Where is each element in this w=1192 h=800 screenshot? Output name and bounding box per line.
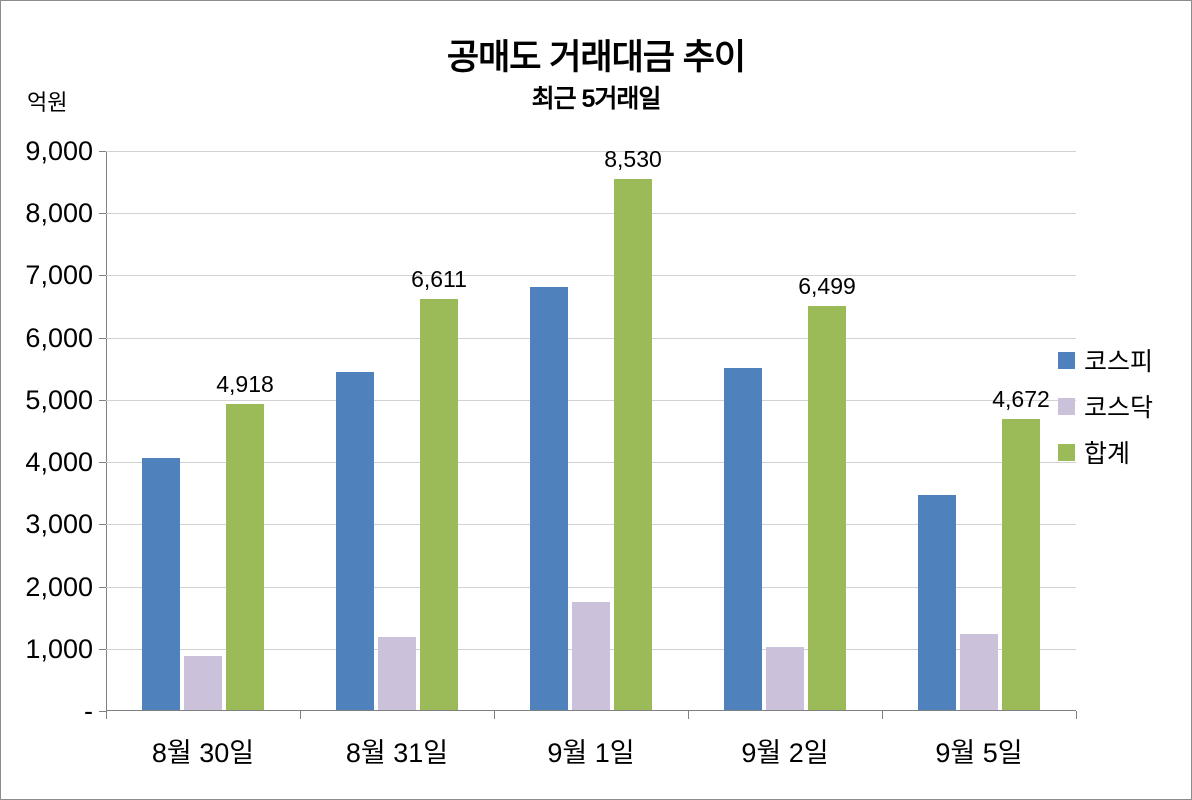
x-axis-tick	[1076, 711, 1077, 719]
bar-합계-9월 1일	[614, 179, 652, 710]
x-axis-line	[106, 710, 1076, 711]
data-label: 6,499	[798, 272, 856, 299]
y-axis-tick	[99, 151, 106, 152]
gridline	[106, 151, 1076, 152]
bar-코스닥-8월 30일	[184, 656, 222, 710]
y-tick-label: 5,000	[25, 384, 93, 415]
gridline	[106, 213, 1076, 215]
chart-title: 공매도 거래대금 추이	[446, 38, 746, 77]
gridline	[106, 399, 1076, 401]
plot-area: 4,918 6,611 8,530 6,499 4,672	[99, 146, 1077, 719]
x-axis-tick	[106, 711, 107, 719]
bar-합계-9월 5일	[1002, 419, 1040, 710]
legend-swatch	[1058, 351, 1075, 369]
y-tick-label: 2,000	[25, 571, 93, 602]
y-tick-label: 1,000	[25, 633, 93, 664]
y-axis-tick	[99, 524, 106, 526]
legend-item: 코스피	[1058, 337, 1153, 383]
x-category-label: 8월 30일	[151, 738, 255, 768]
gridline	[106, 586, 1076, 588]
legend-label: 코스닥	[1084, 394, 1154, 422]
legend-swatch	[1058, 397, 1075, 415]
bar-코스피-8월 31일	[336, 372, 374, 710]
legend-swatch	[1058, 443, 1075, 461]
y-axis-line	[106, 151, 107, 711]
bar-코스피-8월 30일	[142, 458, 180, 710]
y-tick-label: 9,000	[25, 136, 93, 166]
x-category-label: 9월 2일	[741, 738, 829, 768]
y-axis-tick	[99, 648, 106, 650]
gridline	[106, 524, 1076, 526]
bar-합계-9월 2일	[808, 305, 846, 710]
legend-label: 코스피	[1084, 348, 1154, 376]
bar-코스닥-8월 31일	[378, 636, 416, 710]
y-axis-tick	[99, 462, 106, 464]
y-axis-tick	[99, 586, 106, 588]
bar-코스피-9월 1일	[530, 286, 568, 710]
x-category-label: 9월 1일	[547, 738, 635, 768]
y-tick-label: 6,000	[25, 322, 93, 353]
y-tick-label: 4,000	[25, 447, 93, 478]
y-tick-label: 3,000	[25, 509, 93, 540]
gridline	[106, 337, 1076, 339]
y-axis-tick	[99, 275, 106, 277]
data-label: 6,611	[411, 265, 467, 292]
data-label: 4,918	[216, 371, 274, 397]
bar-코스피-9월 2일	[724, 368, 762, 710]
bar-합계-8월 31일	[420, 298, 458, 710]
y-axis-unit-label: 억원	[27, 90, 68, 115]
x-axis-tick	[882, 711, 883, 719]
x-axis-tick	[688, 711, 689, 719]
data-label: 4,672	[992, 386, 1050, 413]
legend-item: 코스닥	[1058, 383, 1153, 429]
bar-코스닥-9월 1일	[572, 602, 610, 710]
x-category-label: 9월 5일	[935, 738, 1023, 768]
legend-item: 합계	[1058, 429, 1153, 475]
gridline	[106, 275, 1076, 277]
legend-label: 합계	[1084, 440, 1131, 468]
y-axis-tick	[99, 337, 106, 339]
y-axis-tick	[99, 399, 106, 401]
x-axis-tick	[494, 711, 495, 719]
y-tick-label: 8,000	[25, 198, 93, 229]
y-axis-tick	[99, 711, 106, 712]
bar-코스피-9월 5일	[918, 495, 956, 710]
y-tick-label: 7,000	[25, 260, 93, 291]
y-axis-tick	[99, 213, 106, 215]
y-tick-label: -	[84, 696, 93, 726]
data-label: 8,530	[604, 146, 662, 173]
bar-코스닥-9월 5일	[960, 633, 998, 710]
bar-코스닥-9월 2일	[766, 647, 804, 710]
gridline	[106, 462, 1076, 464]
x-category-label: 8월 31일	[345, 738, 449, 768]
bar-합계-8월 30일	[226, 404, 264, 710]
x-axis-tick	[300, 711, 301, 719]
chart-subtitle: 최근 5거래일	[531, 85, 662, 113]
